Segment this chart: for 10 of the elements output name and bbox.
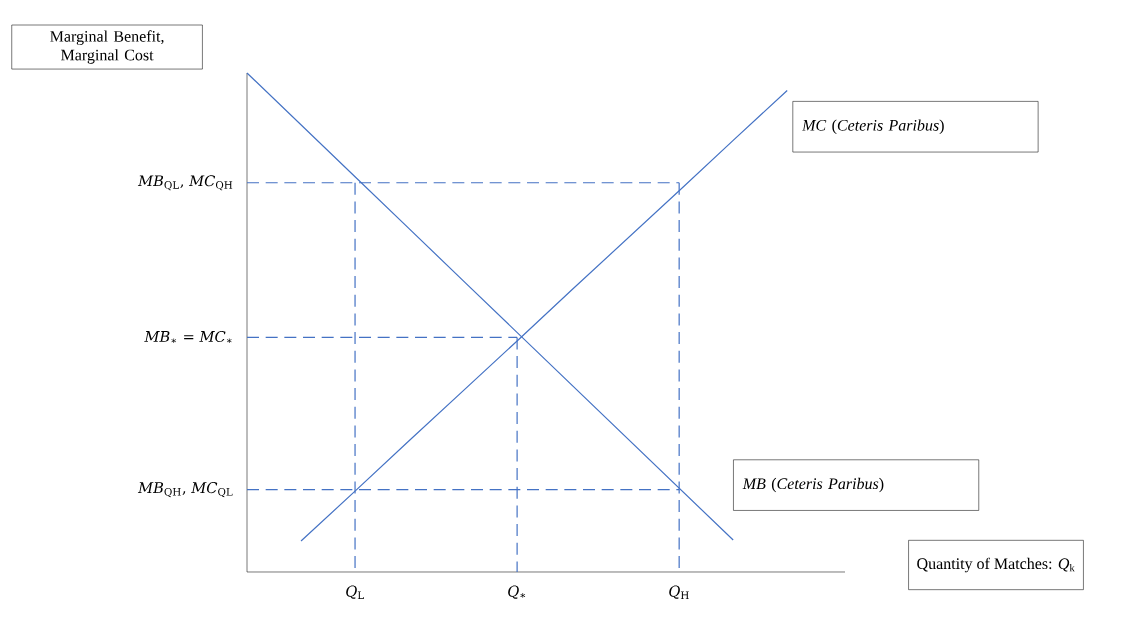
series-label: MB$_{QL}$, MC$_{QH}$: [137, 175, 233, 191]
text: Marginal Benefit, Marginal Cost: [50, 30, 164, 64]
series-label: MB$_{QH}$, MC$_{QL}$: [137, 482, 233, 498]
x-tick-label: Q$_{L}$: [346, 585, 364, 599]
x-tick-label: Q$_{∗}$: [508, 585, 526, 599]
series-label: MC (Ceteris Paribus): [801, 119, 944, 134]
text: MB (Ceteris Paribus): [742, 477, 884, 493]
series-label: MB$_{∗}$ = MC$_{∗}$: [144, 330, 232, 344]
x-axis-title: Quantity of Matches: Q$_{k}$: [917, 557, 1075, 573]
x-tick-label: Q$_{H}$: [669, 585, 689, 599]
